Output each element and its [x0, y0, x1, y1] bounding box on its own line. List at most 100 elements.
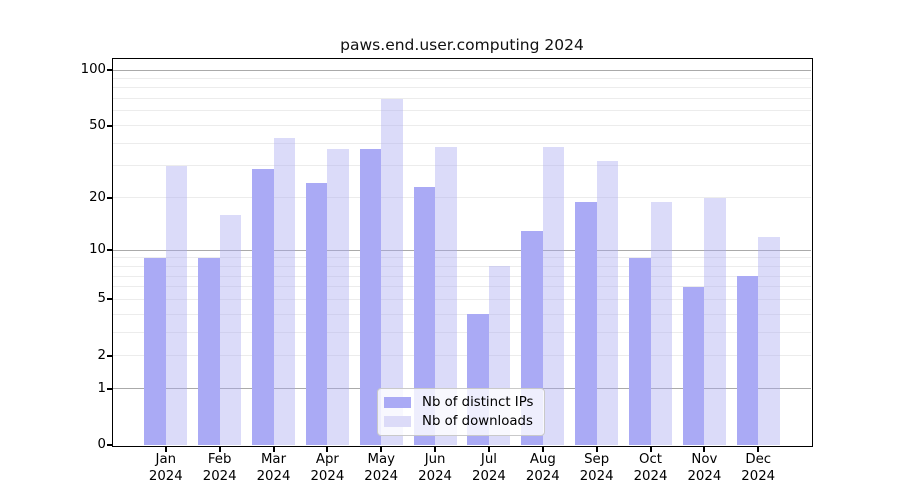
- gridline-major: [113, 69, 811, 71]
- bar-distinct-ips-jun: [413, 186, 436, 445]
- legend-item-distinct-ips: Nb of distinct IPs: [384, 395, 536, 410]
- x-axis-tick: [757, 446, 760, 452]
- bar-distinct-ips-feb: [198, 257, 220, 445]
- month-label: Apr: [315, 452, 339, 467]
- gridline-minor: [113, 275, 811, 277]
- bar-downloads-nov: [704, 197, 726, 445]
- x-tick-label-jun: Jun 2024: [403, 452, 467, 485]
- bar-downloads-apr: [327, 149, 349, 445]
- x-tick-label-jul: Jul 2024: [457, 452, 521, 485]
- year-label: 2024: [202, 468, 237, 484]
- bar-downloads-may: [381, 98, 403, 445]
- x-axis-tick: [272, 446, 275, 452]
- year-label: 2024: [525, 468, 560, 484]
- x-axis-tick: [380, 446, 383, 452]
- month-label: Feb: [207, 452, 232, 467]
- x-tick-label-mar: Mar 2024: [242, 452, 306, 485]
- y-tick-label: 2: [97, 347, 106, 363]
- y-tick-label: 20: [89, 189, 106, 205]
- gridline-minor: [113, 286, 811, 288]
- bar-distinct-ips-jan: [144, 257, 166, 445]
- x-axis-tick: [487, 446, 490, 452]
- legend-swatch-distinct-ips: [384, 397, 411, 409]
- x-axis-tick: [595, 446, 598, 452]
- y-tick-label: 100: [80, 62, 106, 77]
- legend-label-downloads: Nb of downloads: [422, 413, 533, 429]
- x-axis-tick: [703, 446, 706, 452]
- month-label: May: [367, 452, 395, 467]
- y-axis-tick: [106, 354, 112, 357]
- x-tick-label-jan: Jan 2024: [134, 452, 198, 485]
- bar-downloads-jun: [435, 147, 457, 445]
- month-label: Mar: [260, 452, 287, 467]
- x-axis-tick: [434, 446, 437, 452]
- x-tick-label-sep: Sep 2024: [565, 452, 629, 485]
- y-axis-tick: [106, 387, 112, 390]
- bar-downloads-oct: [650, 201, 672, 445]
- gridline-minor: [113, 110, 811, 112]
- y-axis-tick: [106, 249, 112, 252]
- gridline-minor: [113, 313, 811, 315]
- month-label: Sep: [584, 452, 610, 467]
- x-tick-label-aug: Aug 2024: [511, 452, 575, 485]
- month-label: Oct: [639, 452, 662, 467]
- gridline-minor: [113, 125, 811, 127]
- x-axis-tick: [326, 446, 329, 452]
- gridline-major: [113, 249, 811, 251]
- y-tick-label: 50: [89, 117, 106, 133]
- bar-downloads-mar: [273, 137, 295, 445]
- x-axis-tick: [218, 446, 221, 452]
- bar-downloads-feb: [219, 214, 242, 445]
- x-tick-label-oct: Oct 2024: [619, 452, 683, 485]
- x-axis-tick: [541, 446, 544, 452]
- month-label: Aug: [529, 452, 556, 467]
- gridline-minor: [113, 142, 811, 144]
- bar-distinct-ips-nov: [682, 286, 705, 445]
- month-label: Jan: [155, 452, 177, 467]
- x-tick-label-apr: Apr 2024: [295, 452, 359, 485]
- year-label: 2024: [579, 468, 614, 484]
- bar-downloads-dec: [758, 236, 780, 445]
- y-axis-tick: [106, 298, 112, 301]
- x-tick-label-nov: Nov 2024: [672, 452, 736, 485]
- x-tick-label-dec: Dec 2024: [726, 452, 790, 485]
- y-axis-tick: [106, 444, 112, 446]
- year-label: 2024: [148, 468, 183, 484]
- bar-distinct-ips-may: [359, 149, 382, 445]
- year-label: 2024: [633, 468, 668, 484]
- chart-title: paws.end.user.computing 2024: [340, 36, 584, 54]
- y-axis-tick: [106, 69, 112, 71]
- bar-distinct-ips-dec: [736, 276, 759, 445]
- gridline-minor: [113, 298, 811, 300]
- bar-distinct-ips-sep: [575, 201, 597, 445]
- year-label: 2024: [687, 468, 722, 484]
- bar-distinct-ips-oct: [629, 257, 651, 445]
- bar-downloads-jan: [165, 165, 188, 445]
- y-tick-label: 1: [97, 380, 106, 396]
- bar-downloads-aug: [542, 147, 565, 445]
- x-axis-tick: [164, 446, 167, 452]
- legend-label-distinct-ips: Nb of distinct IPs: [422, 395, 534, 411]
- bar-distinct-ips-mar: [252, 168, 274, 445]
- gridline-minor: [113, 265, 811, 267]
- gridline-minor: [113, 257, 811, 259]
- year-label: 2024: [418, 468, 452, 484]
- plot-border: [111, 58, 813, 447]
- month-label: Jun: [424, 452, 446, 467]
- gridline-minor: [113, 197, 811, 199]
- legend-item-downloads: Nb of downloads: [384, 414, 536, 429]
- y-tick-label: 10: [89, 242, 106, 258]
- gridline-minor: [113, 87, 811, 89]
- gridline-minor: [113, 77, 811, 79]
- month-label: Nov: [691, 452, 718, 467]
- bar-distinct-ips-apr: [305, 183, 328, 445]
- gridline-minor: [113, 355, 811, 357]
- y-axis-tick: [106, 196, 112, 199]
- year-label: 2024: [364, 468, 399, 484]
- legend-swatch-downloads: [384, 415, 411, 427]
- gridline-minor: [113, 165, 811, 167]
- x-axis-tick: [649, 446, 652, 452]
- x-tick-label-may: May 2024: [349, 452, 413, 485]
